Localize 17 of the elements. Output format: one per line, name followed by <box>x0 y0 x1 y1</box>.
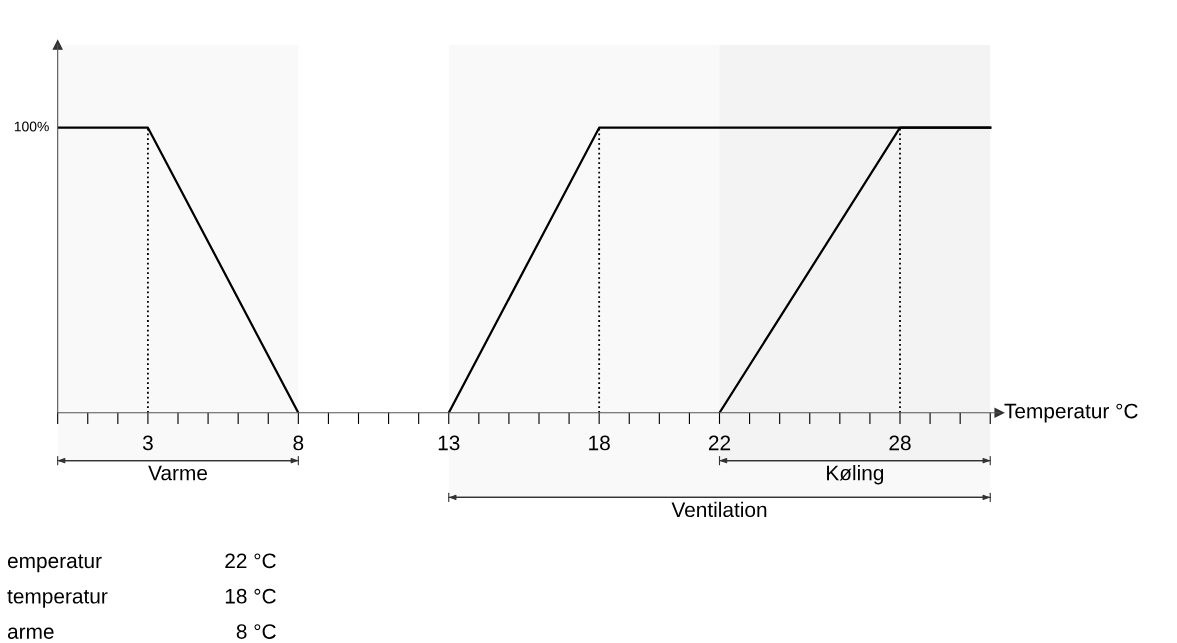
text: 18 °C <box>225 588 276 604</box>
band-label: Ventilation <box>671 501 767 518</box>
text: temperatur <box>7 589 108 608</box>
x-tick-label: 3 <box>142 435 153 451</box>
text: 22 °C <box>225 553 276 569</box>
x-tick-label: 28 <box>889 435 911 451</box>
text: 8 °C <box>236 624 276 639</box>
annotation: 100% <box>14 121 49 132</box>
x-tick-label: 13 <box>438 435 460 451</box>
x-tick-label: 18 <box>589 435 610 451</box>
x-tick-label: 22 <box>708 435 731 451</box>
x-axis-title: Temperatur °C <box>1004 403 1138 423</box>
band-label: Køling <box>827 465 884 485</box>
band-label: Varme <box>148 465 207 481</box>
text: arme <box>7 627 54 639</box>
text: emperatur <box>7 554 102 573</box>
x-tick-label: 8 <box>293 435 304 451</box>
